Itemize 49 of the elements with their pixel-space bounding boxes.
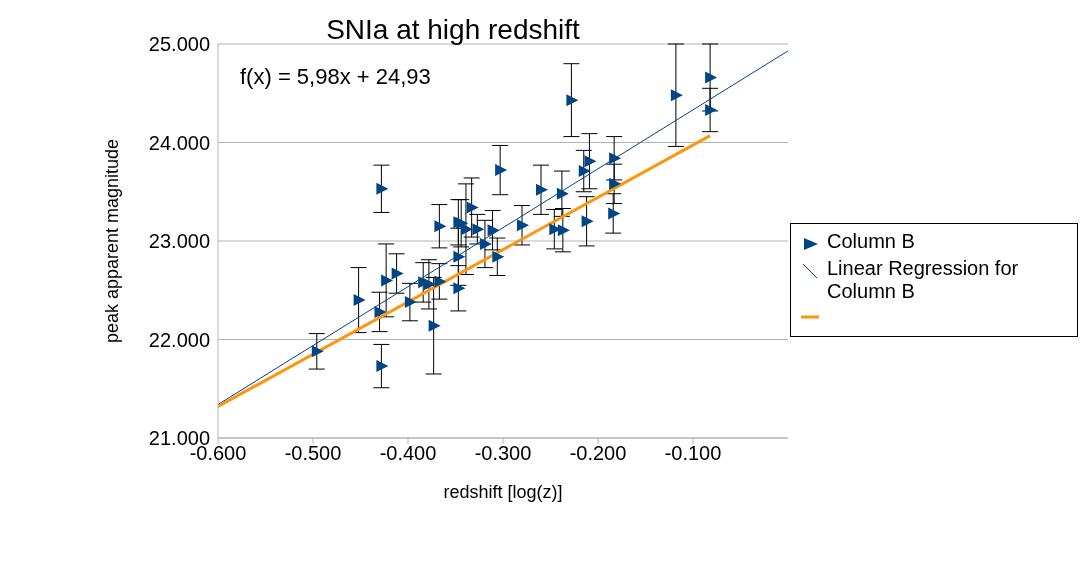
point <box>434 220 447 233</box>
x-tick-label: -0.200 <box>569 442 627 465</box>
point <box>578 165 591 178</box>
point <box>495 164 508 177</box>
point <box>492 250 505 263</box>
x-axis-title: redshift [log(z)] <box>443 482 563 502</box>
point <box>428 319 441 332</box>
point <box>670 89 683 102</box>
x-tick-label: -0.500 <box>284 442 342 465</box>
point <box>391 267 404 280</box>
point <box>608 207 621 220</box>
point <box>584 155 597 168</box>
annotation: f(x) = 5,98x + 24,93 <box>240 64 431 90</box>
point <box>556 187 569 200</box>
x-tick-label: -0.400 <box>379 442 437 465</box>
point <box>517 219 529 232</box>
y-tick-label: 23.000 <box>148 230 210 253</box>
y-tick-label: 25.000 <box>148 33 210 56</box>
point <box>609 152 622 165</box>
point <box>376 360 389 373</box>
y-tick-label: 24.000 <box>148 131 210 154</box>
point <box>453 282 466 295</box>
point <box>353 294 366 307</box>
point <box>566 94 579 107</box>
x-tick-label: -0.100 <box>664 442 722 465</box>
x-tick-label: -0.300 <box>474 442 532 465</box>
y-axis-title: peak apparent magnitude <box>102 138 123 344</box>
point <box>581 215 594 228</box>
point <box>479 237 492 250</box>
legend-label: Linear Regression for Column B <box>827 257 1020 303</box>
point <box>434 275 447 288</box>
point <box>557 224 570 237</box>
point <box>609 177 622 190</box>
chart-title: SNIa at high redshift <box>326 14 580 45</box>
point <box>453 250 466 263</box>
point <box>381 274 394 287</box>
legend-label: Column B <box>827 230 915 253</box>
y-tick-label: 22.000 <box>148 328 210 351</box>
point <box>376 182 389 195</box>
point <box>705 71 718 84</box>
point <box>423 278 436 291</box>
point <box>536 183 548 196</box>
point <box>311 345 324 358</box>
point <box>487 224 500 237</box>
point <box>472 223 485 236</box>
point <box>705 104 718 116</box>
point <box>374 305 387 318</box>
point <box>404 296 417 309</box>
point <box>466 201 479 214</box>
